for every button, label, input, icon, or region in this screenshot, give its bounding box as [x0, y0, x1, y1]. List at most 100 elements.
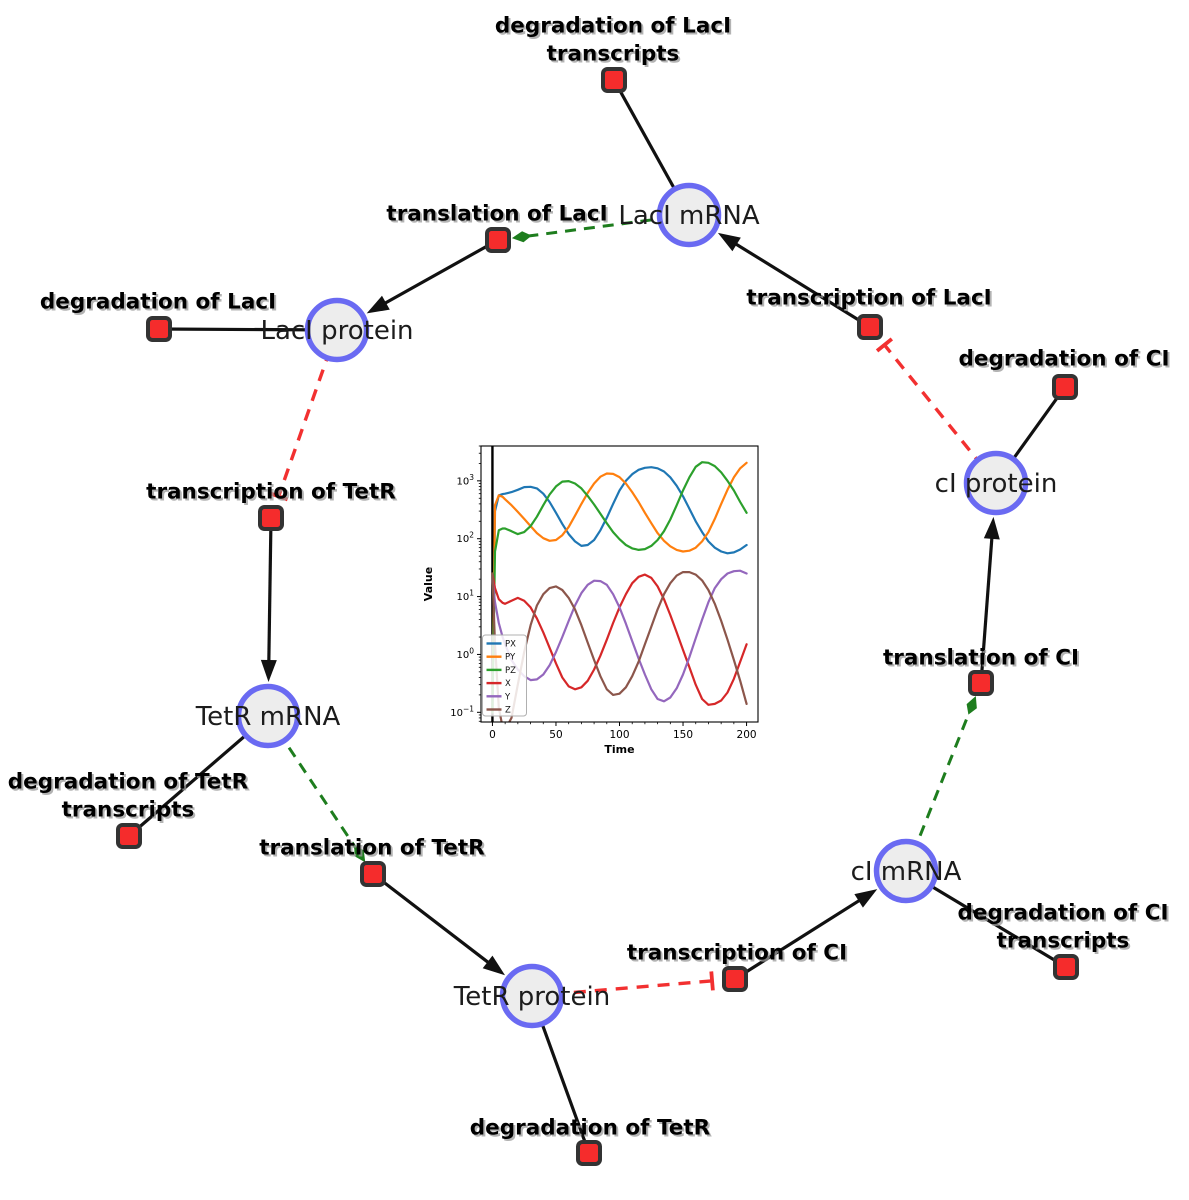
species-circle-icon: [963, 450, 1029, 516]
reaction-label-transcription-of-ci: transcription of CI: [627, 941, 847, 966]
reaction-square-icon: [722, 966, 748, 992]
reaction-label-translation-of-ci: translation of CI: [883, 646, 1079, 671]
y-tick-label: 102: [456, 531, 474, 546]
species-circle-icon: [873, 838, 939, 904]
species-node-tetr-mrna: [235, 683, 301, 749]
reaction-square-icon: [576, 1140, 602, 1166]
y-axis-label: Value: [422, 567, 435, 601]
reaction-label-degradation-of-ci: degradation of CI: [959, 347, 1170, 372]
modifier-arrowhead-icon: [966, 696, 977, 715]
reaction-node-degradation-of-laci: [146, 316, 172, 342]
edge-production-translation-of-tetr-tetr-protein: [372, 872, 506, 976]
species-circle-icon: [304, 297, 370, 363]
reaction-node-degradation-of-tetr-transcripts: [116, 823, 142, 849]
chart-axes: 10−1 100 101 102 103 0 50 100 150 200: [450, 445, 757, 741]
chart-series: [491, 461, 748, 722]
series-line-X: [491, 572, 748, 706]
series-line-PY: [491, 461, 748, 714]
reaction-node-translation-of-tetr: [360, 861, 386, 887]
species-label-laci-mrna: LacI mRNA: [618, 201, 759, 231]
species-node-laci-protein: [304, 297, 370, 363]
reaction-label-transcription-of-tetr: transcription of TetR: [146, 480, 396, 505]
x-axis-label: Time: [604, 743, 634, 756]
reaction-label-degradation-of-ci-transcripts: transcripts: [997, 929, 1130, 954]
inhibition-tee-icon: [875, 337, 894, 353]
species-label-tetr-protein: TetR protein: [453, 982, 610, 1012]
species-circle-icon: [656, 182, 722, 248]
labels-layer: degradation of LacI degradation of LacI tr…: [8, 14, 1172, 1143]
reaction-square-icon: [146, 316, 172, 342]
species-label-tetr-mrna: TetR mRNA: [195, 702, 341, 732]
modifier-arrowhead-icon: [354, 845, 366, 863]
reaction-node-transcription-of-tetr: [258, 505, 284, 531]
reaction-square-icon: [857, 314, 883, 340]
reaction-label-shadow: degradation of LacI: [497, 16, 733, 41]
reaction-label-transcription-of-laci: transcription of LacI: [746, 286, 991, 311]
reaction-label-shadow: transcription of TetR: [148, 482, 398, 507]
edge-production-translation-of-laci-laci-protein: [366, 238, 499, 314]
reaction-label-shadow: degradation of CI: [960, 903, 1171, 928]
reaction-node-degradation-of-laci-transcripts: [601, 67, 627, 93]
edge-production-translation-of-ci-ci-protein: [979, 516, 1000, 684]
y-tick-label: 10−1: [450, 704, 474, 719]
legend-label-X: X: [505, 679, 511, 689]
reaction-label-shadow: degradation of TetR: [472, 1118, 713, 1143]
reaction-square-icon: [485, 227, 511, 253]
arrowhead-icon: [854, 889, 878, 908]
modifier-arrowhead-icon: [511, 231, 532, 243]
reaction-node-degradation-of-ci-transcripts: [1053, 954, 1079, 980]
species-node-laci-mrna: [656, 182, 722, 248]
reaction-label-shadow: degradation of CI: [961, 349, 1172, 374]
reaction-label-shadow: degradation of TetR: [10, 772, 251, 797]
inhibition-tee-icon: [709, 971, 715, 991]
chart-legend: PX PY PZ XYZ: [482, 634, 527, 717]
inhibition-tee-icon: [269, 491, 289, 502]
y-tick-label: 100: [456, 646, 474, 661]
y-tick-label: 103: [456, 473, 474, 488]
reaction-node-degradation-of-tetr: [576, 1140, 602, 1166]
edge-production-transcription-of-laci-laci-mrna: [717, 232, 871, 329]
reaction-square-icon: [1052, 374, 1078, 400]
legend-label-PZ: PZ: [505, 666, 516, 676]
x-tick-label: 0: [489, 729, 496, 741]
reaction-node-translation-of-laci: [485, 227, 511, 253]
x-tick-label: 50: [549, 729, 562, 741]
reaction-node-degradation-of-ci: [1052, 374, 1078, 400]
nodes-layer: [116, 67, 1079, 1166]
reaction-label-degradation-of-laci: degradation of LacI: [40, 290, 276, 315]
reaction-label-shadow: translation of CI: [885, 648, 1081, 673]
reaction-square-icon: [601, 67, 627, 93]
reaction-square-icon: [258, 505, 284, 531]
reaction-label-shadow: translation of TetR: [261, 838, 487, 863]
series-line-PZ: [491, 461, 748, 714]
series-line-PX: [491, 466, 748, 714]
reaction-label-shadow: transcripts: [549, 44, 682, 69]
reaction-label-shadow: translation of LacI: [388, 204, 609, 229]
reaction-square-icon: [968, 670, 994, 696]
reaction-label-shadow: transcription of CI: [629, 943, 849, 968]
arrowhead-icon: [717, 232, 741, 252]
reaction-node-transcription-of-ci: [722, 966, 748, 992]
reaction-label-degradation-of-tetr: degradation of TetR: [470, 1116, 711, 1141]
reaction-square-icon: [360, 861, 386, 887]
reaction-square-icon: [116, 823, 142, 849]
reaction-label-degradation-of-laci-transcripts: degradation of LacI: [495, 14, 731, 39]
reaction-label-degradation-of-ci-transcripts: degradation of CI: [958, 901, 1169, 926]
x-tick-label: 100: [609, 729, 629, 741]
species-node-ci-mrna: [873, 838, 939, 904]
reaction-label-shadow: transcripts: [64, 800, 197, 825]
species-node-ci-protein: [963, 450, 1029, 516]
arrowhead-icon: [366, 295, 390, 314]
reaction-label-translation-of-laci: translation of LacI: [386, 202, 607, 227]
reaction-label-degradation-of-laci-transcripts: transcripts: [547, 42, 680, 67]
legend-label-PX: PX: [505, 640, 516, 650]
reaction-node-transcription-of-laci: [857, 314, 883, 340]
legend-label-Y: Y: [504, 692, 511, 702]
reaction-label-degradation-of-tetr-transcripts: degradation of TetR: [8, 770, 249, 795]
arrowhead-icon: [482, 955, 506, 976]
reaction-label-translation-of-tetr: translation of TetR: [259, 836, 485, 861]
legend-label-Z: Z: [505, 706, 511, 716]
